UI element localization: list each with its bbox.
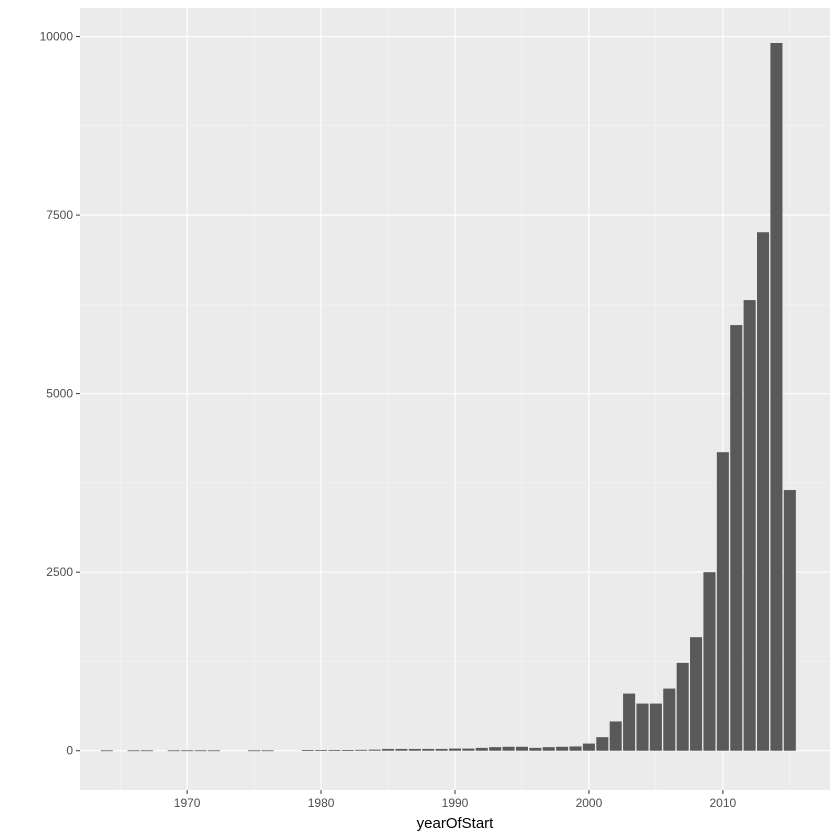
bar [382, 748, 395, 751]
bar [127, 750, 140, 752]
bar [207, 750, 220, 752]
bar [194, 750, 207, 752]
bar [181, 750, 194, 752]
bar [676, 662, 689, 751]
bar [408, 748, 421, 751]
bar [609, 721, 622, 751]
bar [301, 750, 314, 751]
bar [448, 748, 462, 751]
bar [743, 300, 756, 751]
y-tick-label: 2500 [46, 565, 73, 579]
bar [341, 750, 354, 751]
bar [623, 693, 636, 751]
bar [636, 703, 649, 751]
bar [649, 703, 662, 751]
bar [757, 232, 770, 751]
bar [475, 747, 488, 751]
x-tick-label: 2000 [576, 796, 603, 810]
y-tick-label: 5000 [46, 387, 73, 401]
bar [140, 750, 153, 752]
x-tick-label: 2010 [710, 796, 737, 810]
bar [582, 743, 595, 751]
x-tick-label: 1970 [174, 796, 201, 810]
bar [315, 750, 328, 751]
bar [703, 572, 716, 751]
bar [556, 746, 569, 751]
bar [502, 746, 515, 751]
bar [368, 749, 381, 751]
x-axis-ticks: 1970 1980 1990 2000 2010 [174, 790, 737, 810]
bar [462, 748, 475, 751]
bar [663, 688, 676, 751]
bar [569, 746, 582, 751]
bar [422, 748, 435, 751]
bar [596, 737, 609, 751]
x-axis-title: yearOfStart [417, 815, 495, 832]
bar [261, 750, 274, 752]
y-tick-label: 7500 [46, 208, 73, 222]
bar [248, 750, 261, 752]
y-tick-label: 0 [66, 744, 73, 758]
bar [167, 750, 180, 752]
bar [783, 490, 796, 751]
bar [716, 452, 729, 751]
bar [515, 746, 528, 751]
bar-series [100, 42, 796, 752]
bar [355, 749, 368, 751]
bar [770, 42, 783, 751]
bar [100, 750, 113, 752]
y-axis-ticks: 0 2500 5000 7500 10000 [40, 30, 80, 758]
bar [489, 747, 502, 751]
y-tick-label: 10000 [40, 30, 74, 44]
bar [690, 637, 703, 751]
bar [328, 750, 341, 751]
bar [730, 325, 743, 751]
bar [529, 747, 542, 751]
bar [435, 748, 448, 751]
x-tick-label: 1980 [308, 796, 335, 810]
bar [395, 748, 408, 751]
x-tick-label: 1990 [442, 796, 469, 810]
bar [542, 747, 555, 751]
